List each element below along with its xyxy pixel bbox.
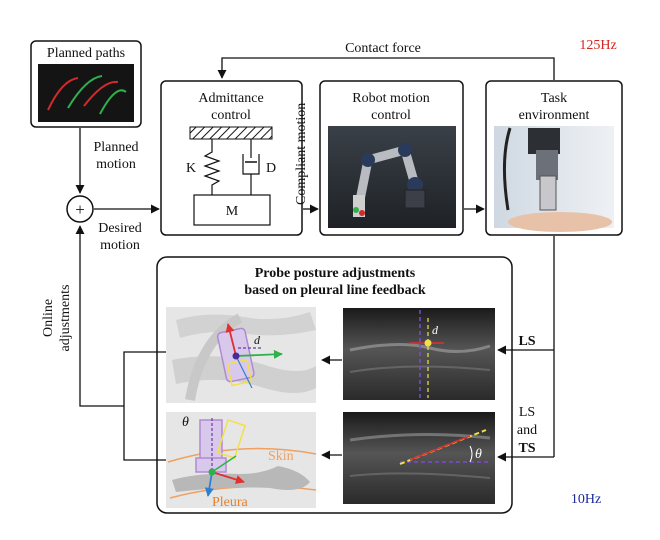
summing-junction: +	[66, 195, 94, 223]
rate-10hz: 10Hz	[571, 492, 601, 507]
task-environment-block: Task environment	[485, 80, 623, 236]
probe-render-top: d	[166, 307, 316, 403]
admittance-control-block: Admittance control K D M	[160, 80, 303, 236]
robot-motion-title-line1: Robot motion	[352, 91, 429, 106]
probe-render-bottom: θ Skin Pleura	[166, 412, 317, 510]
ground-hatch	[189, 126, 273, 140]
task-env-title-line2: environment	[519, 108, 590, 123]
mass-box	[193, 194, 271, 226]
desired-motion-line2: motion	[100, 238, 140, 253]
probe-adjust-title-line1: Probe posture adjustments	[255, 266, 416, 281]
online-adjustments-line1: Online	[41, 299, 56, 337]
damper-label: D	[266, 161, 276, 176]
planned-motion-line2: motion	[96, 157, 136, 172]
online-adjustments-line2: adjustments	[58, 285, 73, 352]
feedback-ls-and-ts-line3: TS	[518, 441, 535, 456]
feedback-ls-label: LS	[518, 334, 535, 349]
damper-symbol	[242, 139, 260, 195]
planned-paths-block: Planned paths	[30, 40, 142, 128]
compliant-motion-label: Compliant motion	[294, 103, 309, 205]
skin-label: Skin	[268, 449, 294, 464]
contact-force-label: Contact force	[345, 41, 421, 56]
mass-label: M	[226, 204, 239, 219]
probe-adjust-title-line2: based on pleural line feedback	[244, 283, 425, 298]
robot-sim-image	[328, 126, 456, 228]
planned-paths-image	[38, 64, 134, 122]
spring-symbol	[203, 139, 221, 195]
desired-motion-line1: Desired	[98, 221, 142, 236]
planned-paths-title: Planned paths	[47, 46, 125, 61]
pleura-label: Pleura	[212, 495, 249, 510]
probe-adjustment-block: Probe posture adjustments based on pleur…	[156, 256, 513, 514]
spring-label: K	[186, 161, 196, 176]
robot-arm-sim	[353, 143, 426, 217]
ultrasound-image-top: d	[343, 308, 495, 400]
summing-sign: +	[75, 200, 85, 219]
feedback-ls-and-ts-line1: LS	[519, 405, 535, 420]
admittance-title-line2: control	[211, 108, 251, 123]
signal-arrows	[75, 57, 555, 462]
rate-125hz: 125Hz	[579, 38, 616, 53]
ultrasound-image-bottom: θ	[343, 412, 495, 504]
task-env-title-line1: Task	[541, 91, 567, 106]
shift-d-label-top: d	[254, 333, 261, 347]
tilt-theta-label-render: θ	[182, 415, 189, 430]
shift-d-label-us: d	[432, 323, 439, 337]
feedback-ls-and-ts-line2: and	[517, 423, 537, 438]
admittance-title-line1: Admittance	[198, 91, 263, 106]
robot-motion-control-block: Robot motion control	[319, 80, 464, 236]
robot-motion-title-line2: control	[371, 108, 411, 123]
tilt-theta-label-us: θ	[475, 447, 482, 462]
planned-motion-line1: Planned	[93, 140, 138, 155]
